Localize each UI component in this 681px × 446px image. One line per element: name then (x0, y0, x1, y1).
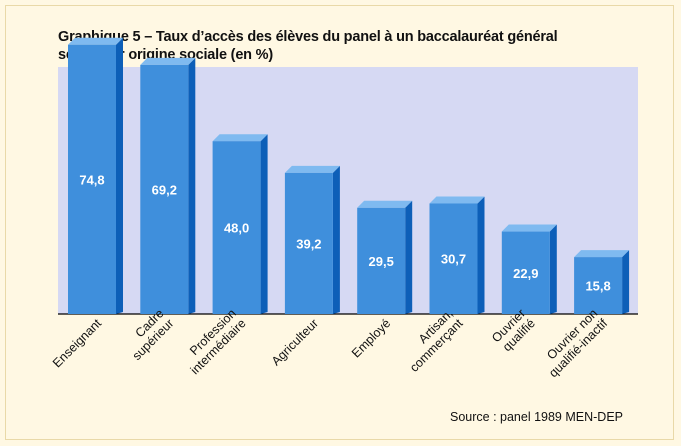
x-tick-label-0: Enseignant (50, 316, 105, 371)
bar-top-2 (212, 134, 268, 142)
x-tick-label-0-line-0: Enseignant (50, 316, 105, 371)
x-tick-label-3-line-0: Agriculteur (269, 316, 321, 368)
bar-top-4 (357, 200, 413, 208)
data-label-7: 15,8 (585, 279, 610, 294)
bar-1 (140, 64, 189, 314)
chart-title-line-1: Graphique 5 – Taux d’accès des élèves du… (58, 29, 558, 45)
bar-6 (501, 231, 550, 314)
bar-side-2 (260, 134, 268, 314)
x-tick-label-2: Professionintermédiaire (178, 306, 249, 377)
x-tick-label-5: Artisan,commerçant (397, 306, 466, 375)
bar-side-5 (477, 196, 485, 314)
x-tick-label-1: Cadresupérieur (120, 306, 177, 363)
data-label-5: 30,7 (441, 252, 466, 267)
bar-0 (68, 44, 116, 314)
data-label-1: 69,2 (152, 182, 177, 197)
bar-side-6 (549, 224, 557, 314)
bar-side-7 (622, 250, 630, 314)
data-label-2: 48,0 (224, 221, 249, 236)
x-tick-label-7: Ouvrier nonqualifié-inactif (536, 306, 610, 380)
x-tick-label-4-line-0: Employé (349, 316, 393, 360)
bar-top-5 (429, 196, 485, 204)
data-label-6: 22,9 (513, 266, 538, 281)
chart-source: Source : panel 1989 MEN-DEP (449, 410, 623, 424)
bar-5 (429, 203, 478, 314)
bar-top-6 (501, 224, 557, 232)
bar-3 (284, 172, 333, 314)
data-label-3: 39,2 (296, 236, 321, 251)
bar-top-7 (574, 250, 630, 258)
bar-top-1 (140, 57, 196, 65)
bar-7 (574, 257, 623, 314)
bar-2 (212, 141, 261, 314)
bar-top-3 (284, 165, 340, 173)
bar-side-0 (116, 37, 123, 314)
x-tick-label-4: Employé (349, 316, 393, 360)
bar-side-3 (332, 165, 340, 314)
data-label-0: 74,8 (79, 172, 104, 187)
x-tick-label-3: Agriculteur (269, 316, 321, 368)
bar-side-4 (405, 200, 413, 314)
data-label-4: 29,5 (369, 254, 394, 269)
bar-top-0 (68, 37, 123, 45)
bar-side-1 (188, 57, 196, 314)
bar-4 (357, 207, 406, 314)
